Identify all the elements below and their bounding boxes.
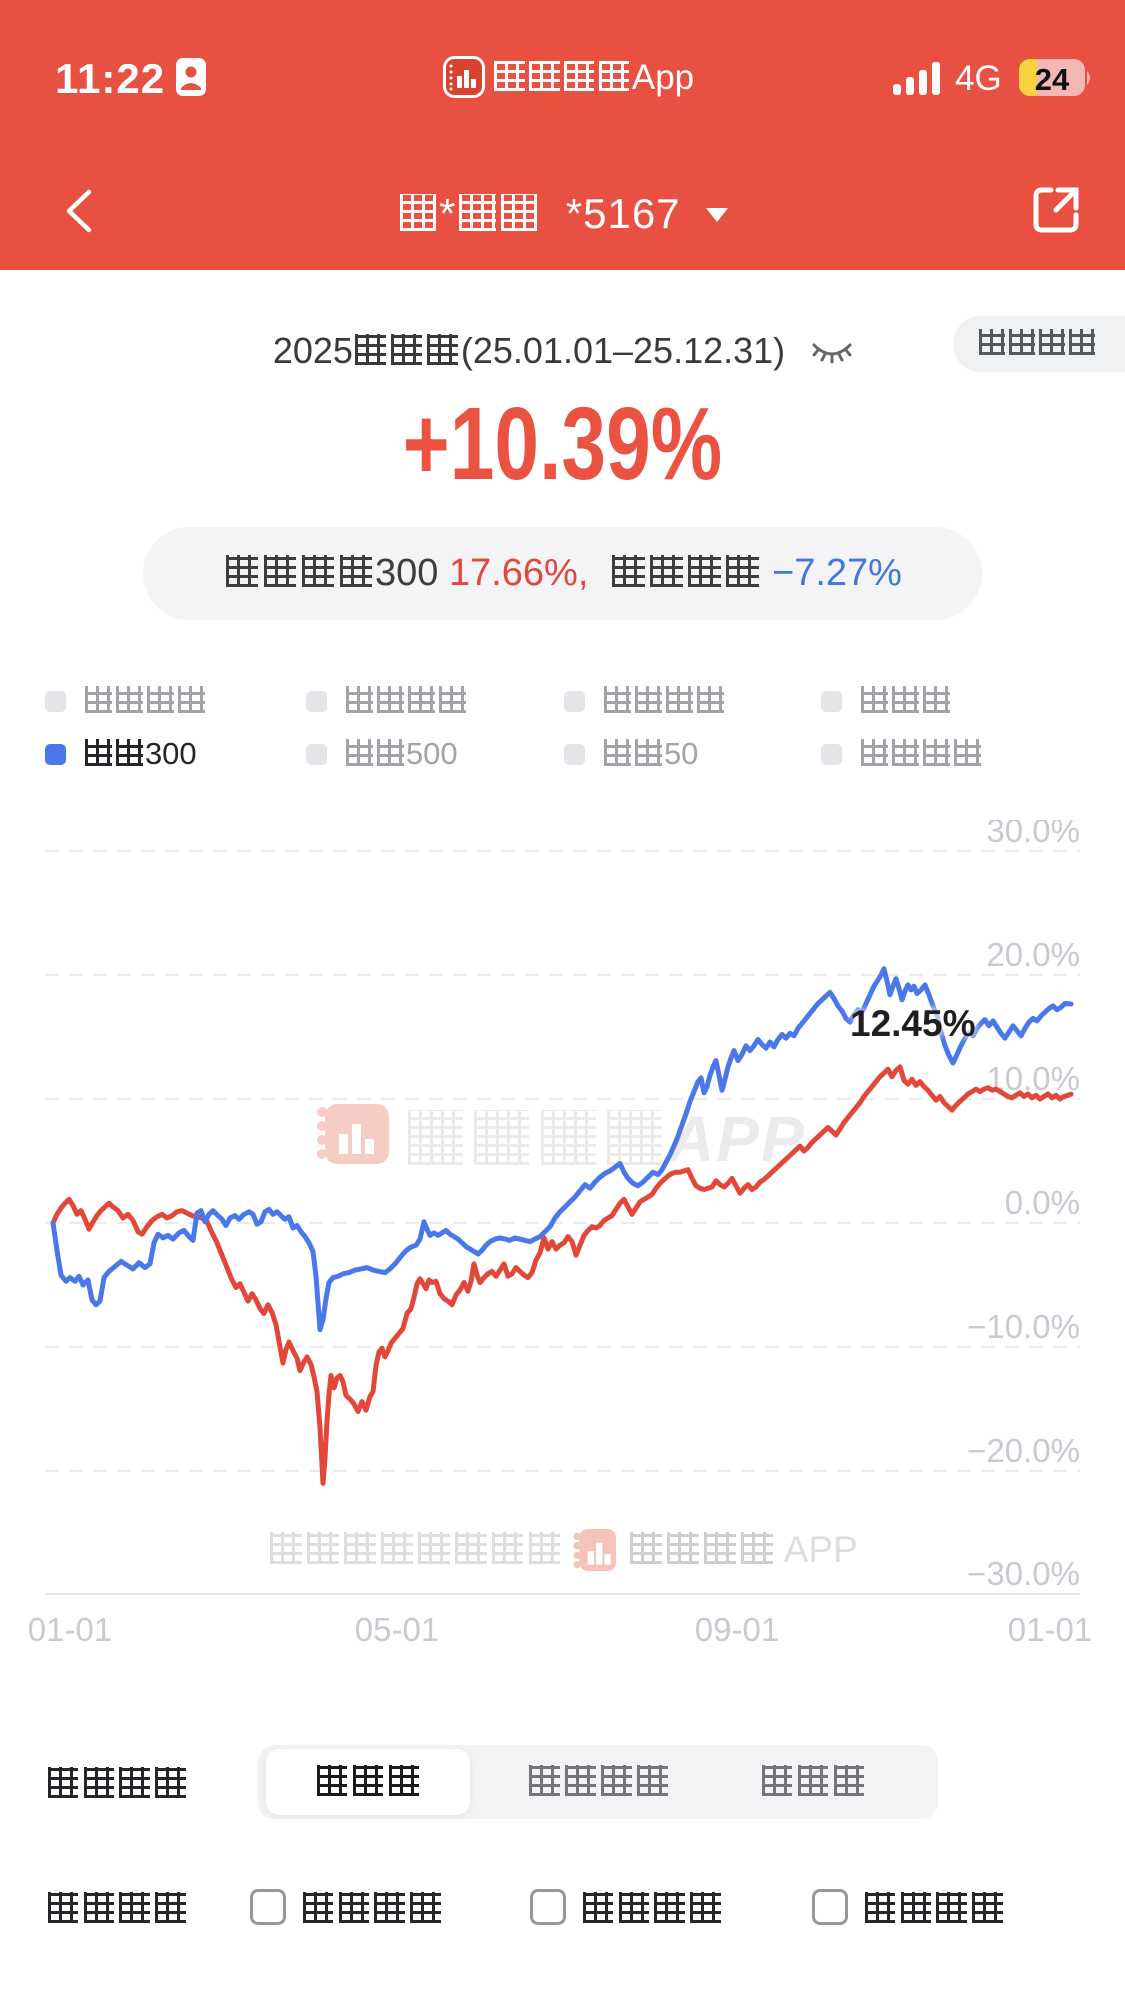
svg-text:30.0%: 30.0% — [986, 820, 1080, 849]
svg-text:20.0%: 20.0% — [986, 936, 1080, 973]
svg-text:09-01: 09-01 — [695, 1611, 779, 1648]
svg-text:01-01: 01-01 — [28, 1611, 112, 1648]
svg-text:−20.0%: −20.0% — [967, 1432, 1080, 1469]
svg-text:−10.0%: −10.0% — [967, 1308, 1080, 1345]
svg-text:−30.0%: −30.0% — [967, 1555, 1080, 1592]
svg-text:01-01: 01-01 — [1008, 1611, 1092, 1648]
svg-text:05-01: 05-01 — [355, 1611, 439, 1648]
svg-text:0.0%: 0.0% — [1005, 1184, 1080, 1221]
